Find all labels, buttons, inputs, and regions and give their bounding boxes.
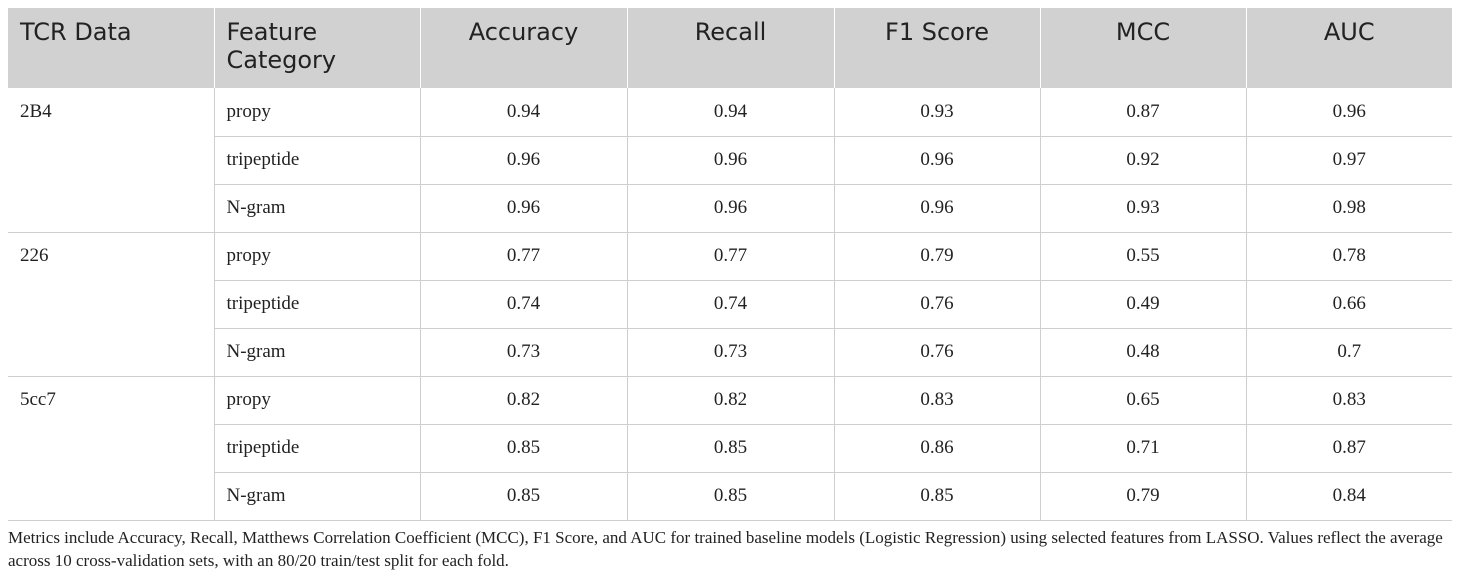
cell-accuracy: 0.94 — [420, 88, 628, 137]
cell-feature-category: propy — [214, 376, 421, 425]
cell-recall: 0.73 — [627, 328, 835, 377]
cell-f1-score: 0.96 — [834, 184, 1041, 233]
cell-auc: 0.78 — [1246, 232, 1452, 281]
cell-tcr-data: 2B4 — [8, 88, 215, 136]
table-row: N-gram 0.85 0.85 0.85 0.79 0.84 — [8, 472, 1452, 521]
cell-f1-score: 0.86 — [834, 424, 1041, 473]
cell-recall: 0.94 — [627, 88, 835, 137]
cell-recall: 0.96 — [627, 184, 835, 233]
header-mcc: MCC — [1040, 8, 1247, 88]
cell-feature-category: N-gram — [214, 184, 421, 233]
cell-auc: 0.98 — [1246, 184, 1452, 233]
cell-mcc: 0.71 — [1040, 424, 1247, 473]
cell-tcr-data — [8, 328, 215, 377]
cell-feature-category: tripeptide — [214, 280, 421, 329]
cell-recall: 0.85 — [627, 424, 835, 473]
cell-f1-score: 0.93 — [834, 88, 1041, 137]
cell-f1-score: 0.96 — [834, 136, 1041, 185]
header-accuracy: Accuracy — [420, 8, 628, 88]
cell-recall: 0.74 — [627, 280, 835, 329]
cell-mcc: 0.48 — [1040, 328, 1247, 377]
cell-feature-category: N-gram — [214, 328, 421, 377]
cell-auc: 0.83 — [1246, 376, 1452, 425]
cell-mcc: 0.49 — [1040, 280, 1247, 329]
cell-feature-category: tripeptide — [214, 424, 421, 473]
header-f1-score: F1 Score — [834, 8, 1041, 88]
cell-auc: 0.84 — [1246, 472, 1452, 521]
cell-tcr-data: 226 — [8, 232, 215, 280]
cell-tcr-data: 5cc7 — [8, 376, 215, 424]
cell-feature-category: propy — [214, 88, 421, 137]
cell-tcr-data — [8, 184, 215, 233]
cell-f1-score: 0.79 — [834, 232, 1041, 281]
cell-recall: 0.82 — [627, 376, 835, 425]
cell-accuracy: 0.74 — [420, 280, 628, 329]
table-row: 226 propy 0.77 0.77 0.79 0.55 0.78 — [8, 232, 1452, 281]
cell-mcc: 0.92 — [1040, 136, 1247, 185]
header-tcr-data: TCR Data — [8, 8, 215, 88]
cell-tcr-data — [8, 424, 215, 472]
cell-mcc: 0.79 — [1040, 472, 1247, 521]
cell-feature-category: tripeptide — [214, 136, 421, 185]
cell-accuracy: 0.73 — [420, 328, 628, 377]
header-auc: AUC — [1246, 8, 1452, 88]
cell-mcc: 0.93 — [1040, 184, 1247, 233]
cell-auc: 0.87 — [1246, 424, 1452, 473]
cell-auc: 0.66 — [1246, 280, 1452, 329]
header-row: TCR Data Feature Category Accuracy Recal… — [8, 8, 1452, 88]
cell-recall: 0.77 — [627, 232, 835, 281]
cell-tcr-data — [8, 136, 215, 184]
cell-feature-category: N-gram — [214, 472, 421, 521]
header-recall: Recall — [627, 8, 835, 88]
cell-f1-score: 0.76 — [834, 328, 1041, 377]
cell-f1-score: 0.83 — [834, 376, 1041, 425]
cell-accuracy: 0.77 — [420, 232, 628, 281]
results-table: TCR Data Feature Category Accuracy Recal… — [8, 8, 1452, 521]
cell-accuracy: 0.96 — [420, 184, 628, 233]
cell-tcr-data — [8, 472, 215, 521]
table-row: N-gram 0.73 0.73 0.76 0.48 0.7 — [8, 328, 1452, 377]
results-table-container: TCR Data Feature Category Accuracy Recal… — [8, 8, 1452, 521]
cell-accuracy: 0.96 — [420, 136, 628, 185]
cell-mcc: 0.65 — [1040, 376, 1247, 425]
cell-recall: 0.96 — [627, 136, 835, 185]
cell-mcc: 0.55 — [1040, 232, 1247, 281]
cell-feature-category: propy — [214, 232, 421, 281]
cell-mcc: 0.87 — [1040, 88, 1247, 137]
cell-accuracy: 0.82 — [420, 376, 628, 425]
cell-f1-score: 0.76 — [834, 280, 1041, 329]
cell-recall: 0.85 — [627, 472, 835, 521]
cell-f1-score: 0.85 — [834, 472, 1041, 521]
header-feature-category: Feature Category — [214, 8, 421, 88]
table-row: tripeptide 0.96 0.96 0.96 0.92 0.97 — [8, 136, 1452, 185]
table-row: tripeptide 0.85 0.85 0.86 0.71 0.87 — [8, 424, 1452, 473]
table-row: N-gram 0.96 0.96 0.96 0.93 0.98 — [8, 184, 1452, 233]
cell-accuracy: 0.85 — [420, 472, 628, 521]
table-row: tripeptide 0.74 0.74 0.76 0.49 0.66 — [8, 280, 1452, 329]
cell-auc: 0.96 — [1246, 88, 1452, 137]
table-body: 2B4 propy 0.94 0.94 0.93 0.87 0.96 tripeptide 0.… — [8, 88, 1452, 521]
table-row: 5cc7 propy 0.82 0.82 0.83 0.65 0.83 — [8, 376, 1452, 425]
cell-tcr-data — [8, 280, 215, 328]
table-header: TCR Data Feature Category Accuracy Recal… — [8, 8, 1452, 88]
cell-auc: 0.7 — [1246, 328, 1452, 377]
cell-auc: 0.97 — [1246, 136, 1452, 185]
table-caption: Metrics include Accuracy, Recall, Matthe… — [8, 528, 1443, 570]
cell-accuracy: 0.85 — [420, 424, 628, 473]
table-row: 2B4 propy 0.94 0.94 0.93 0.87 0.96 — [8, 88, 1452, 137]
